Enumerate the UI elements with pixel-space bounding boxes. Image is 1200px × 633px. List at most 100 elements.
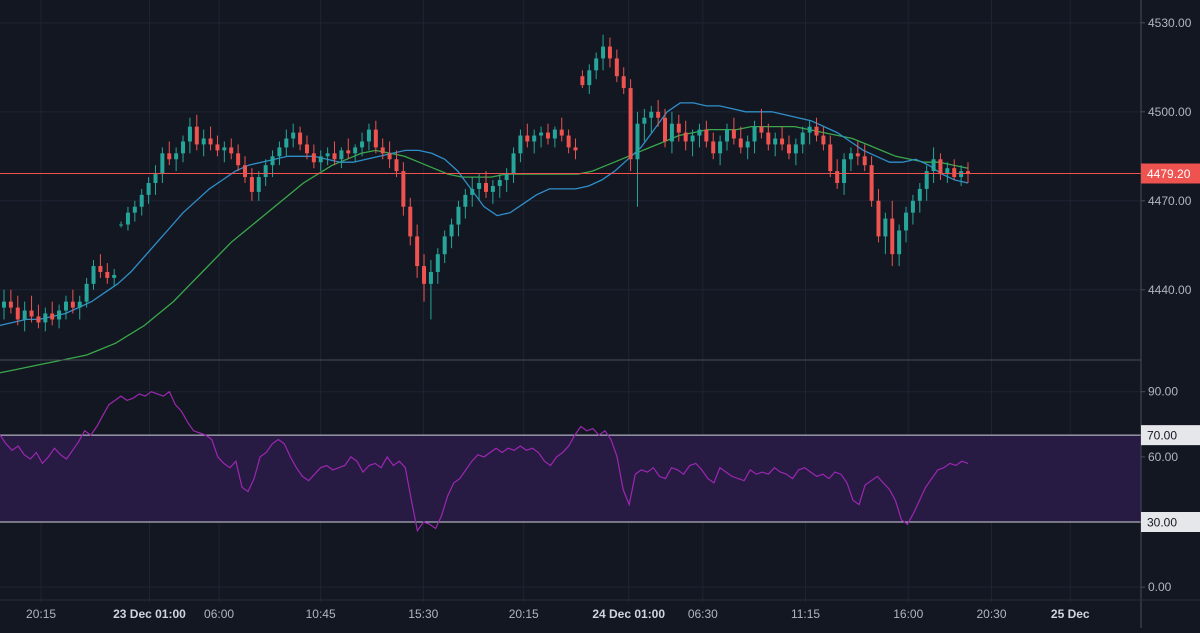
- price-tick-label: 4500.00: [1148, 105, 1192, 119]
- time-tick-label: 20:15: [509, 607, 539, 621]
- candle-body: [70, 301, 75, 308]
- candle-body: [380, 147, 385, 154]
- candle-body: [360, 141, 365, 148]
- candle-body: [181, 141, 186, 154]
- candle-body: [780, 138, 785, 145]
- candle-body: [690, 135, 695, 142]
- candle-body: [718, 141, 723, 154]
- candle-body: [642, 117, 647, 124]
- candle-body: [484, 183, 488, 192]
- candle-body: [959, 171, 964, 178]
- candles: [2, 34, 970, 332]
- candle-body: [353, 147, 358, 154]
- candle-body: [415, 236, 420, 267]
- candle-body: [98, 266, 103, 272]
- candle-body: [504, 174, 509, 181]
- candle-body: [422, 266, 427, 284]
- candle-body: [497, 180, 502, 186]
- candle-body: [938, 159, 943, 175]
- candle-body: [656, 111, 661, 118]
- candle-body: [50, 313, 55, 320]
- candle-body: [325, 153, 330, 157]
- last-price-tag: [1141, 163, 1200, 184]
- candle-body: [29, 310, 34, 317]
- candle-body: [738, 138, 743, 148]
- candle-body: [552, 129, 557, 139]
- candle-body: [835, 171, 840, 183]
- candle-body: [883, 218, 888, 237]
- candle-body: [387, 153, 392, 160]
- candle-body: [304, 144, 309, 154]
- candle-body: [84, 283, 89, 302]
- candle-body: [621, 76, 626, 89]
- candle-body: [635, 123, 640, 160]
- candle-body: [91, 266, 96, 284]
- candle-body: [463, 194, 468, 207]
- candle-body: [773, 138, 778, 145]
- candle-body: [428, 271, 433, 284]
- candle-body: [628, 88, 633, 160]
- candle-body: [125, 212, 130, 225]
- time-tick-label: 10:45: [306, 607, 336, 621]
- candle-body: [759, 126, 764, 133]
- candle-body: [683, 132, 688, 142]
- candle-body: [222, 147, 227, 151]
- rsi-oversold-tag: [1141, 512, 1200, 532]
- candle-body: [601, 46, 606, 59]
- candle-body: [284, 138, 289, 148]
- candle-body: [711, 141, 716, 154]
- candle-body: [36, 316, 41, 323]
- candle-body: [890, 218, 895, 255]
- candle-body: [291, 132, 296, 139]
- candle-body: [57, 310, 62, 320]
- time-tick-label: 15:30: [408, 607, 438, 621]
- candle-body: [614, 58, 619, 77]
- candle-body: [490, 185, 495, 192]
- rsi-overbought-tag: [1141, 425, 1200, 446]
- candle-body: [800, 132, 805, 145]
- candle-body: [545, 132, 550, 139]
- rsi-line: [0, 390, 969, 533]
- candle-body: [869, 165, 874, 201]
- time-tick-label: 16:00: [893, 607, 923, 621]
- rsi-tick-label: 90.00: [1148, 385, 1178, 399]
- candle-body: [828, 144, 833, 172]
- candle-body: [229, 147, 234, 154]
- candle-body: [215, 144, 220, 151]
- candle-body: [917, 188, 922, 201]
- candle-body: [931, 159, 936, 172]
- candle-body: [332, 153, 337, 160]
- candle-body: [697, 129, 702, 136]
- ma-fast-line: [0, 102, 969, 327]
- candle-body: [573, 147, 578, 151]
- candle-body: [607, 46, 612, 59]
- candle-body: [132, 206, 137, 213]
- candle-body: [910, 200, 915, 213]
- axis-tags: 4479.20 70.00 30.00: [1141, 163, 1200, 532]
- price-tick-label: 4530.00: [1148, 16, 1192, 30]
- candle-body: [270, 156, 275, 166]
- candle-body: [511, 153, 516, 175]
- candle-body: [112, 274, 117, 278]
- time-tick-label: 11:15: [791, 607, 820, 621]
- candle-body: [318, 156, 323, 163]
- candle-body: [201, 138, 206, 145]
- rsi-overbought-tag-label: 70.00: [1147, 429, 1177, 443]
- candle-body: [22, 310, 27, 320]
- rsi-band: [0, 434, 1141, 523]
- candle-body: [876, 200, 881, 237]
- candle-body: [525, 135, 530, 142]
- candle-body: [952, 168, 957, 178]
- candle-body: [243, 165, 247, 178]
- candle-body: [676, 123, 681, 133]
- candle-body: [924, 171, 929, 189]
- candle-body: [160, 153, 165, 175]
- candle-body: [442, 236, 447, 255]
- candle-body: [339, 150, 344, 160]
- price-tick-label: 4470.00: [1148, 194, 1192, 208]
- time-tick-label: 20:30: [977, 607, 1007, 621]
- candle-body: [8, 301, 13, 308]
- time-tick-label: 06:30: [688, 607, 718, 621]
